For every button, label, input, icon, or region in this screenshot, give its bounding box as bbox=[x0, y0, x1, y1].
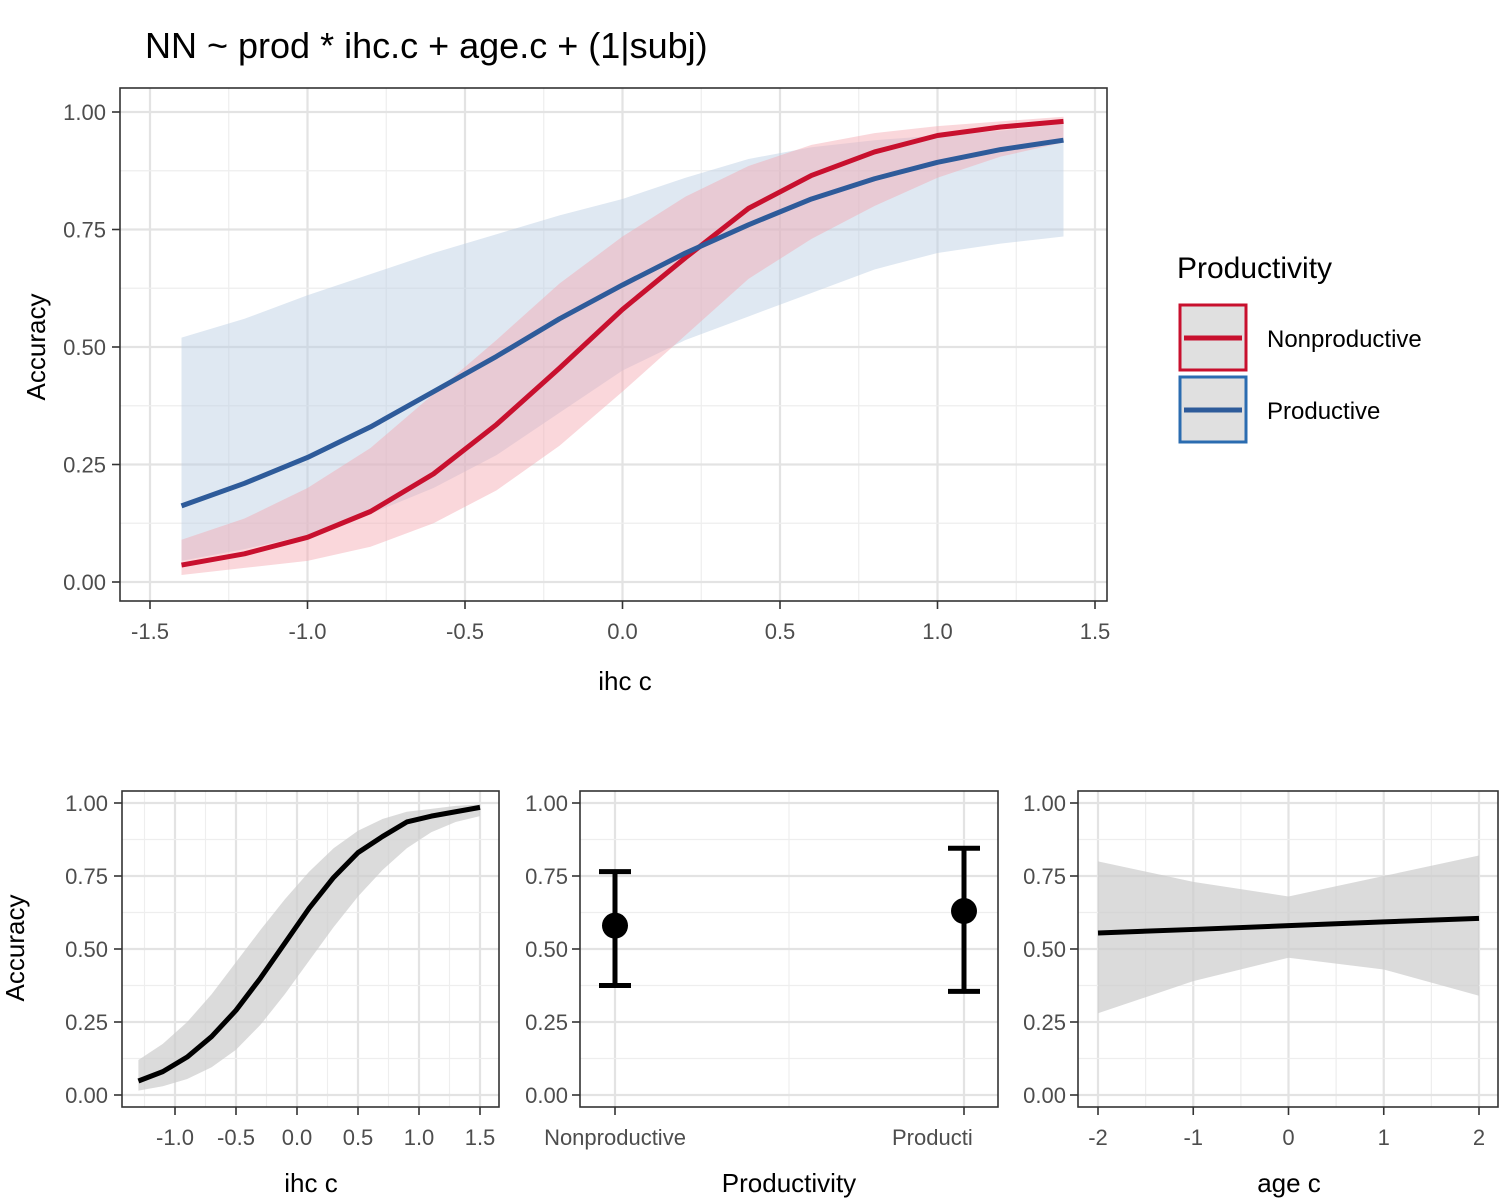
legend-item-productive: Productive bbox=[1178, 375, 1380, 444]
age-effect-marks bbox=[1097, 855, 1480, 1014]
legend-title: Productivity bbox=[1177, 252, 1332, 285]
legend-item-nonproductive: Nonproductive bbox=[1178, 303, 1422, 372]
x-tick-label: -0.5 bbox=[217, 1125, 255, 1150]
legend-label-productive: Productive bbox=[1267, 398, 1380, 425]
chart-title: NN ~ prod * ihc.c + age.c + (1|subj) bbox=[145, 25, 708, 66]
age-effect-line bbox=[1097, 915, 1480, 936]
y-tick-label: 0.50 bbox=[525, 937, 568, 962]
main-y-ticks: 0.00 0.25 0.50 0.75 1.00 bbox=[63, 100, 120, 595]
main-panel-border bbox=[119, 87, 1108, 602]
ihc-effect-x-axis-label: ihc c bbox=[284, 1168, 337, 1198]
y-tick-label: 0.25 bbox=[63, 453, 106, 478]
productivity-effect-x-axis-label: Productivity bbox=[722, 1168, 856, 1198]
productivity-effect-panel: Nonproductive Producti 0.00 0.25 0.50 0.75 1.… bbox=[525, 790, 999, 1198]
legend-label-nonproductive: Nonproductive bbox=[1267, 326, 1422, 353]
y-tick-label: 0.75 bbox=[525, 864, 568, 889]
main-ribbons bbox=[181, 116, 1064, 575]
y-tick-label: 0.50 bbox=[1023, 937, 1066, 962]
x-tick-label: -1.0 bbox=[289, 619, 327, 644]
line-nonproductive bbox=[181, 118, 1064, 568]
age-effect-panel: -2 -1 0 1 2 0.00 0.25 0.50 0.75 1.00 age c bbox=[1023, 790, 1499, 1198]
y-tick-label: 1.00 bbox=[63, 100, 106, 125]
y-tick-label: 0.00 bbox=[65, 1083, 108, 1108]
x-tick-label: 0.5 bbox=[343, 1125, 374, 1150]
ihc-effect-panel: -1.0 -0.5 0.0 0.5 1.0 1.5 0.00 0.25 0.50 0.75 1.0… bbox=[0, 790, 500, 1198]
legend: Productivity Nonproductive Productive bbox=[1177, 252, 1422, 444]
main-x-axis-label: ihc c bbox=[598, 666, 651, 696]
x-tick-label: 0.0 bbox=[607, 619, 638, 644]
age-effect-x-ticks: -2 -1 0 1 2 bbox=[1088, 1107, 1485, 1150]
x-tick-label: 0.0 bbox=[282, 1125, 313, 1150]
y-tick-label: 1.00 bbox=[65, 791, 108, 816]
age-ribbon bbox=[1098, 855, 1479, 1014]
point-estimate bbox=[602, 912, 628, 939]
x-tick-label: -1 bbox=[1183, 1125, 1203, 1150]
y-tick-label: 0.50 bbox=[65, 937, 108, 962]
ihc-effect-x-ticks: -1.0 -0.5 0.0 0.5 1.0 1.5 bbox=[156, 1107, 495, 1150]
ribbon-nonproductive bbox=[181, 116, 1064, 575]
y-tick-label: 1.00 bbox=[525, 791, 568, 816]
x-tick-label: -1.5 bbox=[131, 619, 169, 644]
x-tick-label: 1.0 bbox=[404, 1125, 435, 1150]
x-tick-label: 0 bbox=[1282, 1125, 1294, 1150]
point-estimate bbox=[951, 898, 977, 925]
y-tick-label: 0.25 bbox=[525, 1010, 568, 1035]
y-tick-label: 0.25 bbox=[65, 1010, 108, 1035]
y-tick-label: 0.75 bbox=[63, 218, 106, 243]
x-tick-label: 0.5 bbox=[765, 619, 796, 644]
y-tick-label: 0.50 bbox=[63, 335, 106, 360]
ihc-effect-y-axis-label: Accuracy bbox=[0, 895, 30, 1002]
y-tick-label: 1.00 bbox=[1023, 791, 1066, 816]
productivity-effect-y-ticks: 0.00 0.25 0.50 0.75 1.00 bbox=[525, 791, 580, 1108]
x-tick-label: 2 bbox=[1473, 1125, 1485, 1150]
x-tick-label: Nonproductive bbox=[544, 1125, 686, 1150]
ihc-ribbon bbox=[138, 804, 480, 1091]
x-tick-label: -2 bbox=[1088, 1125, 1108, 1150]
age-effect-y-ticks: 0.00 0.25 0.50 0.75 1.00 bbox=[1023, 791, 1078, 1108]
ihc-effect-marks bbox=[137, 804, 481, 1091]
ihc-effect-line bbox=[137, 804, 481, 1084]
age-effect-x-axis-label: age c bbox=[1257, 1168, 1321, 1198]
y-tick-label: 0.25 bbox=[1023, 1010, 1066, 1035]
ribbon-productive bbox=[181, 123, 1064, 561]
productivity-effect-x-ticks: Nonproductive Producti bbox=[544, 1107, 973, 1150]
main-plot-panel: -1.5 -1.0 -0.5 0.0 0.5 1.0 1.5 0.00 0.25 0.50 0.7… bbox=[21, 87, 1110, 696]
y-tick-label: 0.75 bbox=[65, 864, 108, 889]
y-tick-label: 0.00 bbox=[525, 1083, 568, 1108]
x-tick-label: 1 bbox=[1378, 1125, 1390, 1150]
x-tick-label: -0.5 bbox=[446, 619, 484, 644]
line-productive bbox=[180, 137, 1064, 509]
main-lines bbox=[180, 118, 1064, 568]
main-x-ticks: -1.5 -1.0 -0.5 0.0 0.5 1.0 1.5 bbox=[131, 601, 1110, 644]
productivity-effect-marks bbox=[599, 845, 980, 994]
main-y-axis-label: Accuracy bbox=[21, 294, 51, 401]
y-tick-label: 0.75 bbox=[1023, 864, 1066, 889]
y-tick-label: 0.00 bbox=[1023, 1083, 1066, 1108]
x-tick-label: -1.0 bbox=[156, 1125, 194, 1150]
ihc-effect-y-ticks: 0.00 0.25 0.50 0.75 1.00 bbox=[65, 791, 122, 1108]
x-tick-label: 1.5 bbox=[465, 1125, 496, 1150]
x-tick-label: 1.0 bbox=[922, 619, 953, 644]
x-tick-label: Producti bbox=[892, 1125, 973, 1150]
y-tick-label: 0.00 bbox=[63, 570, 106, 595]
productivity-effect-grid bbox=[580, 791, 998, 1107]
x-tick-label: 1.5 bbox=[1080, 619, 1111, 644]
